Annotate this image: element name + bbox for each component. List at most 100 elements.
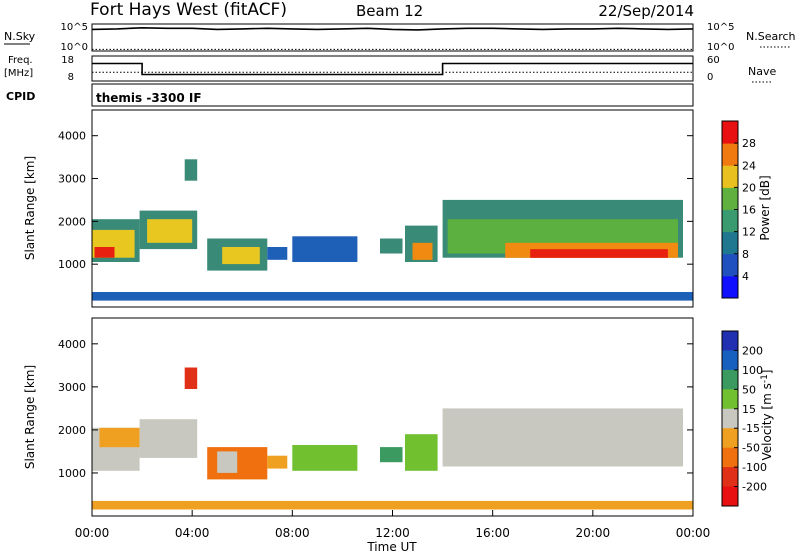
velocity-scatter-region — [405, 434, 438, 471]
cpid-panel-frame — [91, 83, 694, 107]
velocity-scatter-region — [217, 451, 238, 473]
freq-left-tick-top: 18 — [61, 55, 74, 66]
power-colorbar-band — [722, 121, 738, 144]
velocity-colorbar-band — [722, 428, 738, 449]
power-panel-frame — [91, 109, 694, 308]
power-colorbar-band — [722, 209, 738, 233]
power-colorbar-tick-label: 28 — [742, 137, 756, 150]
power-scatter-region — [292, 236, 358, 262]
velocity-colorbar-label: Velocity [m s-1] — [760, 370, 774, 461]
cpid-label: CPID — [6, 90, 35, 103]
velocity-colorbar-tick-label: -15 — [742, 422, 760, 435]
time-axis: 00:00 04:00 08:00 12:00 16:00 20:00 00:00 — [75, 510, 711, 540]
power-y-axis: 1000 2000 3000 4000 — [58, 130, 693, 271]
power-scatter-region — [412, 242, 433, 260]
velocity-scatter-region — [207, 447, 268, 480]
velocity-colorbar-tick-label: -200 — [742, 481, 767, 494]
noise-panel-frame — [91, 23, 694, 52]
velocity-colorbar-tick-label: 15 — [742, 403, 756, 416]
noise-left-tick-top: 10^5 — [61, 22, 88, 33]
time-axis-tick-label: 08:00 — [275, 526, 310, 540]
power-colorbar-tick-label: 20 — [742, 181, 756, 194]
velocity-colorbar: 200 100 50 15 -15 -50 -100 -200 — [721, 330, 767, 507]
power-colorbar-tick-label: 8 — [742, 248, 749, 261]
velocity-ytick-label: 1000 — [58, 467, 86, 480]
freq-left-tick-bottom: 8 — [68, 72, 74, 83]
velocity-scatter-region — [184, 367, 198, 389]
velocity-scatter-region — [139, 419, 198, 458]
power-colorbar-tick-label: 24 — [742, 159, 756, 172]
velocity-scatter-region — [442, 408, 683, 467]
time-axis-tick-label: 04:00 — [175, 526, 210, 540]
time-axis-tick-label: 00:00 — [676, 526, 711, 540]
velocity-scatter-region — [380, 447, 403, 463]
power-colorbar-band — [722, 253, 738, 277]
power-ylabel: Slant Range [km] — [23, 156, 37, 260]
power-ytick-label: 2000 — [58, 215, 86, 228]
power-colorbar-band — [722, 231, 738, 255]
power-scatter-region — [147, 219, 193, 243]
velocity-panel: 1000 2000 3000 4000 Slant Range [km] 200 100… — [23, 317, 774, 554]
velocity-y-axis: 1000 2000 3000 4000 — [58, 338, 693, 480]
power-colorbar-band — [722, 275, 738, 299]
frequency-panel: Freq. [MHz] 18 8 60 0 Nave — [4, 55, 776, 83]
velocity-ylabel: Slant Range [km] — [23, 365, 37, 469]
power-ytick-label: 1000 — [58, 258, 86, 271]
velocity-ytick-label: 2000 — [58, 424, 86, 437]
velocity-scatter-region — [292, 445, 358, 471]
velocity-ytick-label: 4000 — [58, 338, 86, 351]
power-colorbar-tick-label: 4 — [742, 270, 749, 283]
velocity-colorbar-tick-label: 50 — [742, 383, 756, 396]
freq-label: Freq. — [8, 55, 33, 66]
velocity-scatter-region — [267, 455, 288, 469]
velocity-heatmap — [92, 367, 693, 510]
velocity-ytick-label: 3000 — [58, 381, 86, 394]
plot-title: Fort Hays West (fitACF) — [90, 0, 287, 20]
noise-panel: N.Sky 10^5 10^0 10^5 10^0 N.Search — [4, 22, 796, 53]
power-panel: 1000 2000 3000 4000 Slant Range [km] 4 8 12 16… — [23, 109, 772, 308]
noise-sky-series — [91, 26, 694, 31]
velocity-colorbar-tick-label: -100 — [742, 461, 767, 474]
velocity-colorbar-tick-label: 100 — [742, 364, 763, 377]
power-scatter-region — [380, 238, 403, 254]
velocity-colorbar-tick-label: 200 — [742, 344, 763, 357]
time-axis-label: Time UT — [366, 540, 417, 554]
noise-right-tick-bottom: 10^0 — [707, 42, 734, 53]
cpid-panel: CPID themis -3300 IF — [6, 83, 694, 107]
frequency-panel-frame — [91, 55, 694, 82]
power-colorbar-band — [722, 143, 738, 166]
freq-unit-label: [MHz] — [4, 68, 33, 79]
power-colorbar-band — [722, 165, 738, 188]
velocity-scatter-region — [92, 500, 693, 510]
power-heatmap — [92, 159, 693, 301]
freq-right-tick-top: 60 — [707, 55, 720, 66]
noise-search-label: N.Search — [746, 30, 796, 43]
noise-sky-label: N.Sky — [4, 30, 36, 43]
date-label: 22/Sep/2014 — [598, 2, 694, 20]
velocity-colorbar-band — [722, 447, 738, 468]
velocity-colorbar-band — [722, 369, 738, 390]
velocity-colorbar-tick-label: -50 — [742, 442, 760, 455]
freq-series — [92, 62, 693, 76]
velocity-colorbar-band — [722, 331, 738, 351]
power-scatter-region — [530, 249, 668, 258]
velocity-colorbar-band — [722, 389, 738, 410]
velocity-colorbar-frame — [721, 330, 739, 507]
power-colorbar-tick-label: 12 — [742, 226, 756, 239]
velocity-scatter-region — [99, 427, 140, 448]
freq-right-tick-bottom: 0 — [707, 72, 713, 83]
power-colorbar-tick-label: 16 — [742, 204, 756, 217]
power-scatter-region — [94, 247, 115, 258]
power-colorbar: 4 8 12 16 20 24 28 — [721, 120, 756, 299]
power-ytick-label: 3000 — [58, 173, 86, 186]
power-scatter-region — [222, 247, 260, 265]
beam-label: Beam 12 — [356, 2, 423, 20]
power-scatter-region — [184, 159, 198, 181]
nave-label: Nave — [748, 65, 776, 78]
noise-left-tick-bottom: 10^0 — [61, 42, 88, 53]
time-axis-tick-label: 20:00 — [576, 526, 611, 540]
time-axis-tick-label: 00:00 — [75, 526, 110, 540]
cpid-value: themis -3300 IF — [96, 91, 202, 105]
velocity-colorbar-band — [722, 467, 738, 487]
